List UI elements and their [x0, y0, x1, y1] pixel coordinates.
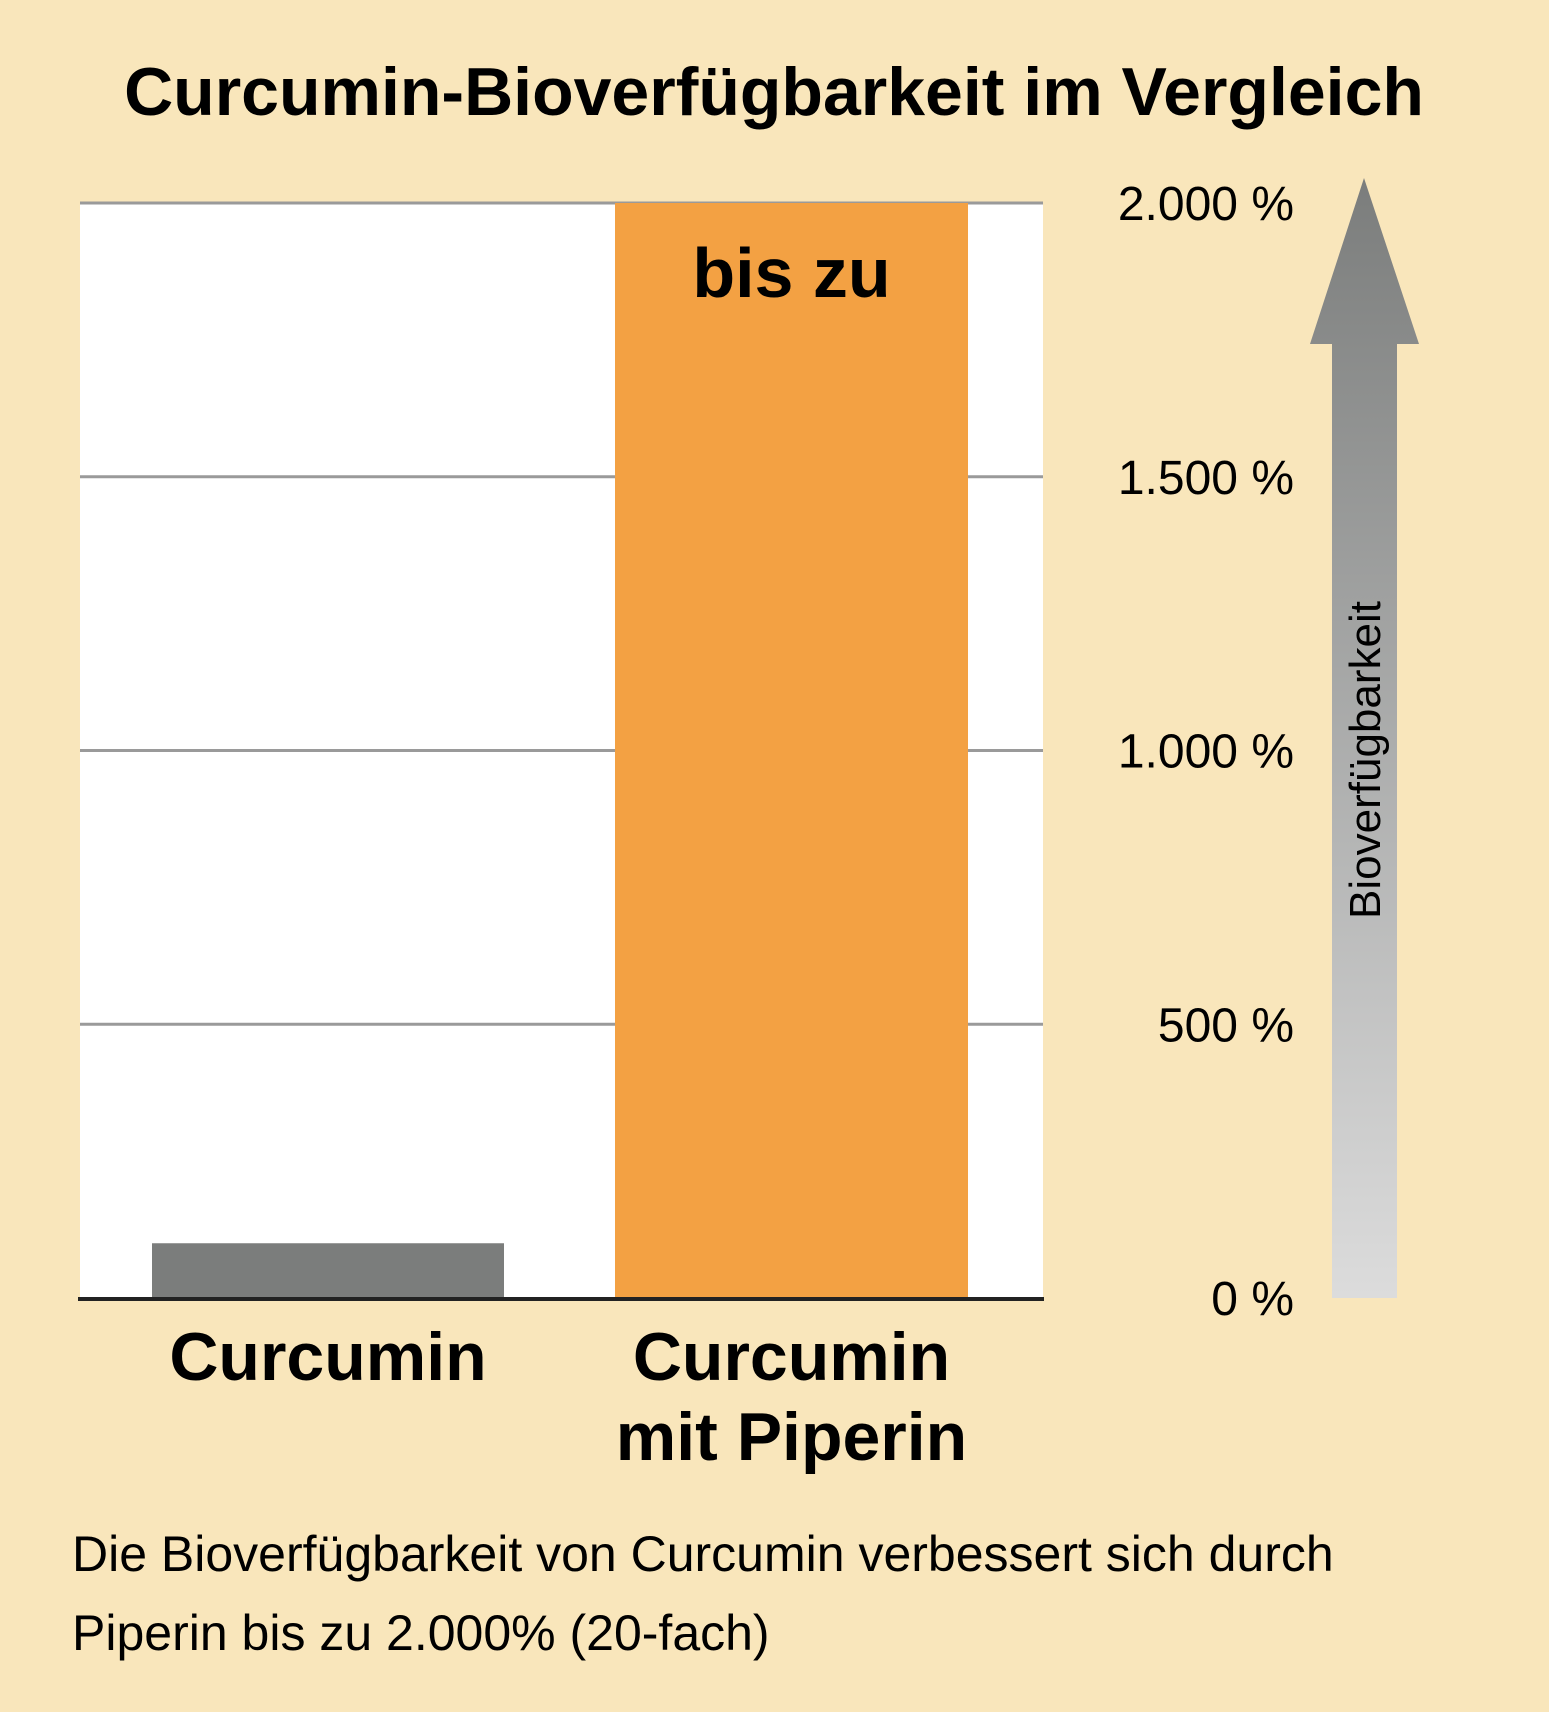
y-tick-label: 1.500 % — [1118, 452, 1294, 505]
y-tick-label: 500 % — [1158, 999, 1294, 1052]
y-tick-label: 1.000 % — [1118, 726, 1294, 779]
y-tick-label: 2.000 % — [1118, 178, 1294, 231]
caption-line-1: Die Bioverfügbarkeit von Curcumin verbes… — [72, 1526, 1334, 1582]
bar-1 — [152, 1243, 504, 1298]
y-axis-label: Bioverfügbarkeit — [1341, 601, 1390, 919]
bar-annotation: bis zu — [692, 234, 890, 312]
category-label: Curcumin — [169, 1319, 486, 1395]
bioverfuegbarkeit-arrow — [1310, 178, 1419, 1298]
category-label: mit Piperin — [616, 1399, 967, 1475]
arrow-up-icon — [1310, 178, 1419, 1298]
bar-2 — [615, 203, 968, 1298]
y-tick-label: 0 % — [1211, 1273, 1294, 1326]
category-label: Curcumin — [633, 1319, 950, 1395]
chart-title: Curcumin-Bioverfügbarkeit im Vergleich — [124, 54, 1424, 130]
caption-line-2: Piperin bis zu 2.000% (20-fach) — [72, 1605, 770, 1661]
